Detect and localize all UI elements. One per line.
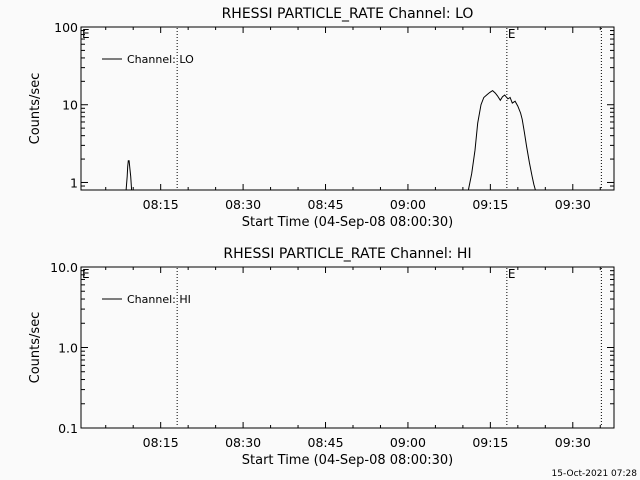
lo-y-tick-label: 1 xyxy=(70,175,78,190)
hi-event-label: E xyxy=(508,267,516,281)
lo-x-tick-label: 08:30 xyxy=(225,197,261,212)
lo-legend-label: Channel: LO xyxy=(127,53,194,66)
lo-x-tick-label: 09:00 xyxy=(390,197,426,212)
lo-y-tick-label: 10 xyxy=(62,98,78,113)
hi-left-event-label: E xyxy=(82,267,90,281)
hi-x-axis-label: Start Time (04-Sep-08 08:00:30) xyxy=(242,453,453,468)
hi-x-tick-label: 09:30 xyxy=(555,435,591,450)
lo-x-tick-label: 09:15 xyxy=(472,197,508,212)
lo-x-tick-label: 09:30 xyxy=(555,197,591,212)
hi-x-tick-label: 08:15 xyxy=(143,435,179,450)
hi-y-tick-label: 1.0 xyxy=(58,341,78,356)
hi-channel-panel: RHESSI PARTICLE_RATE Channel: HI Counts/… xyxy=(28,246,615,468)
hi-legend-label: Channel: HI xyxy=(127,293,191,306)
lo-event-label: E xyxy=(508,27,516,41)
hi-y-axis-label: Counts/sec xyxy=(28,312,43,384)
hi-x-tick-label: 08:30 xyxy=(225,435,261,450)
lo-x-axis-label: Start Time (04-Sep-08 08:00:30) xyxy=(242,215,453,230)
hi-chart-title: RHESSI PARTICLE_RATE Channel: HI xyxy=(223,246,471,262)
lo-left-event-label: E xyxy=(82,27,90,41)
generated-timestamp: 15-Oct-2021 07:28 xyxy=(552,469,638,479)
hi-y-tick-label: 10.0 xyxy=(50,260,78,275)
lo-data-series-line xyxy=(125,89,536,191)
lo-x-tick-label: 08:45 xyxy=(308,197,344,212)
hi-x-tick-label: 08:45 xyxy=(308,435,344,450)
hi-x-tick-label: 09:00 xyxy=(390,435,426,450)
hi-x-tick-label: 09:15 xyxy=(472,435,508,450)
lo-x-tick-label: 08:15 xyxy=(143,197,179,212)
lo-chart-title: RHESSI PARTICLE_RATE Channel: LO xyxy=(222,6,474,22)
lo-y-tick-label: 100 xyxy=(54,20,78,35)
lo-y-axis-label: Counts/sec xyxy=(28,73,43,145)
hi-y-tick-label: 0.1 xyxy=(58,421,78,436)
lo-channel-panel: RHESSI PARTICLE_RATE Channel: LO Counts/… xyxy=(28,6,615,230)
